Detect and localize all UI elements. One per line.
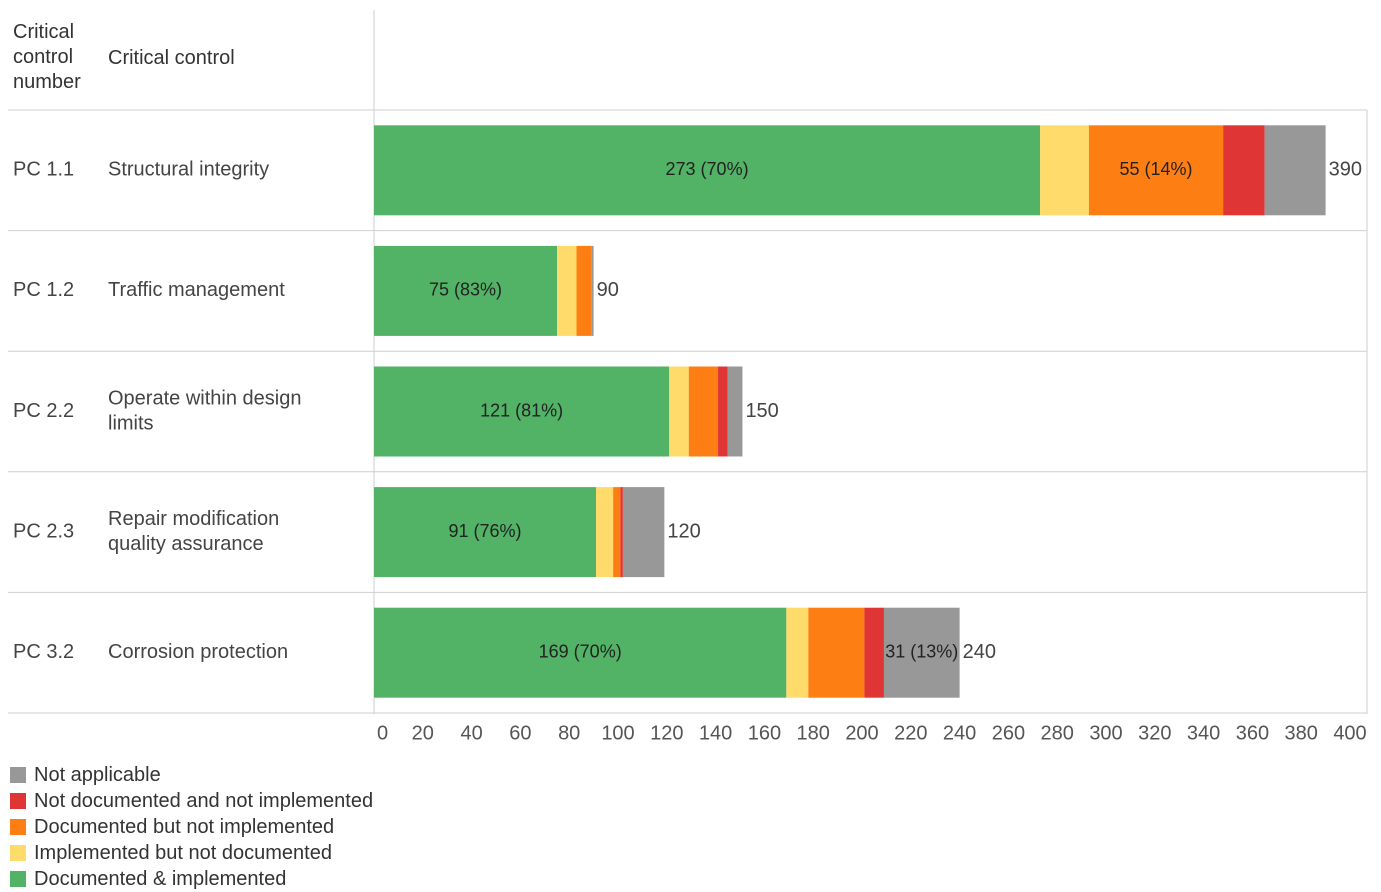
legend-item: Not documented and not implemented — [10, 788, 373, 814]
x-tick-label: 40 — [460, 722, 482, 744]
bar-segment — [374, 487, 597, 578]
legend-swatch — [10, 845, 26, 861]
bar-segment — [613, 487, 621, 578]
bar-data-label: 55 (14%) — [1119, 159, 1192, 179]
x-tick-label: 280 — [1041, 722, 1074, 744]
legend-item: Implemented but not documented — [10, 840, 373, 866]
bar-segment — [557, 245, 577, 336]
row-control-number: PC 1.1 — [13, 159, 74, 181]
bar-data-label: 169 (70%) — [539, 641, 622, 661]
legend-label: Implemented but not documented — [34, 841, 332, 864]
row-control-number: PC 2.3 — [13, 520, 74, 542]
x-tick-label: 240 — [943, 722, 976, 744]
x-tick-label: 260 — [992, 722, 1025, 744]
bar-data-label: 91 (76%) — [448, 521, 521, 541]
legend-swatch — [10, 871, 26, 887]
bar-total-label: 240 — [963, 641, 996, 663]
x-tick-label: 60 — [509, 722, 531, 744]
bar-segment — [374, 366, 670, 457]
bar-data-label: 31 (13%) — [885, 641, 958, 661]
bar-segment — [864, 607, 884, 698]
x-tick-label: 220 — [894, 722, 927, 744]
x-tick-label: 200 — [845, 722, 878, 744]
row-control-name: limits — [108, 412, 154, 434]
bar-segment — [1264, 125, 1326, 216]
x-tick-label: 300 — [1089, 722, 1122, 744]
legend-swatch — [10, 793, 26, 809]
stacked-bar-chart: PC 1.1 Structural integrity 273 (70%) 55 (1… — [8, 10, 1368, 744]
row-control-number: PC 2.2 — [13, 400, 74, 422]
bar-segment — [596, 487, 614, 578]
bar-data-label: 273 (70%) — [666, 159, 749, 179]
bar-segment — [883, 607, 960, 698]
x-tick-label: 320 — [1138, 722, 1171, 744]
row-control-name: Structural integrity — [108, 159, 269, 181]
x-tick-label: 100 — [601, 722, 634, 744]
legend-item: Not applicable — [10, 762, 373, 788]
bar-segment — [808, 607, 865, 698]
legend-item: Documented & implemented — [10, 866, 373, 892]
bar-segment — [727, 366, 743, 457]
x-tick-label: 20 — [412, 722, 434, 744]
x-tick-label: 140 — [699, 722, 732, 744]
legend-swatch — [10, 767, 26, 783]
x-tick-label: 180 — [797, 722, 830, 744]
bar-segment — [718, 366, 728, 457]
legend-label: Documented & implemented — [34, 867, 287, 890]
x-tick-label: 360 — [1236, 722, 1269, 744]
legend-label: Not applicable — [34, 763, 161, 786]
bar-data-label: 75 (83%) — [429, 280, 502, 300]
row-control-name: Operate within design — [108, 387, 301, 409]
bar-segment — [1088, 125, 1224, 216]
bar-segment — [622, 487, 665, 578]
bar-total-label: 120 — [667, 520, 700, 542]
bar-segment — [1040, 125, 1089, 216]
header-control-name: Critical control — [108, 47, 235, 69]
row-control-name: quality assurance — [108, 533, 264, 555]
header-control-number: Critical control number — [13, 21, 81, 93]
legend-swatch — [10, 819, 26, 835]
x-tick-label: 160 — [748, 722, 781, 744]
legend: Not applicable Not documented and not im… — [10, 762, 373, 892]
bar-data-label: 121 (81%) — [480, 400, 563, 420]
bar-total-label: 90 — [597, 279, 619, 301]
legend-label: Not documented and not implemented — [34, 789, 374, 812]
row-control-number: PC 3.2 — [13, 641, 74, 663]
x-tick-label: 380 — [1285, 722, 1318, 744]
row-control-name: Traffic management — [108, 279, 285, 301]
row-control-number: PC 1.2 — [13, 279, 74, 301]
bar-segment — [1223, 125, 1265, 216]
x-tick-label: 340 — [1187, 722, 1220, 744]
bar-segment — [591, 245, 594, 336]
row-control-name: Repair modification — [108, 508, 279, 530]
bar-segment — [374, 125, 1041, 216]
bar-total-label: 150 — [745, 400, 778, 422]
bar-segment — [374, 607, 787, 698]
legend-item: Documented but not implemented — [10, 814, 373, 840]
x-tick-label: 0 — [377, 722, 388, 744]
x-tick-label: 400 — [1333, 722, 1366, 744]
bar-total-label: 390 — [1329, 159, 1362, 181]
x-tick-label: 80 — [558, 722, 580, 744]
bar-segment — [669, 366, 689, 457]
bar-segment — [786, 607, 809, 698]
row-control-name: Corrosion protection — [108, 641, 288, 663]
bar-segment — [374, 245, 557, 336]
legend-label: Documented but not implemented — [34, 815, 335, 838]
bar-segment — [576, 245, 592, 336]
bar-segment — [620, 487, 623, 578]
bar-segment — [688, 366, 719, 457]
x-tick-label: 120 — [650, 722, 683, 744]
